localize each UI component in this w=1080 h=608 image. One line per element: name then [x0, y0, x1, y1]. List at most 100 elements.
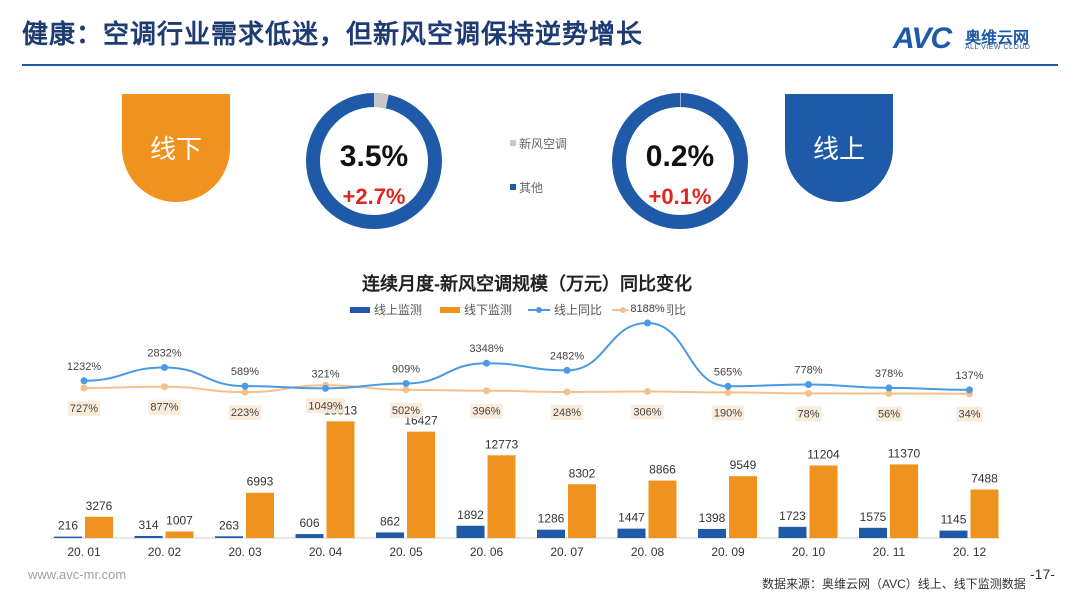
- offline-yoy-line: [83, 384, 970, 395]
- online-yoy-line: [83, 321, 970, 391]
- offline-donut: [306, 93, 442, 229]
- offline-yoy-label-11: 56%: [878, 409, 900, 421]
- bar-online-label-4: 606: [299, 516, 319, 530]
- online-yoy-label-12: 137%: [955, 370, 983, 382]
- legend-fresh-air: 新风空调: [519, 136, 567, 151]
- online-yoy-point-5: [402, 379, 410, 387]
- bar-offline-label-7: 8302: [569, 466, 596, 480]
- offline-yoy-point-10: [805, 389, 812, 397]
- bar-offline-label-8: 8866: [649, 463, 676, 477]
- offline-yoy-label-9: 190%: [714, 407, 742, 419]
- online-yoy-label-8: 8188%: [630, 303, 664, 315]
- offline-yoy-label-bg-2: [148, 399, 181, 415]
- legend-swatch-online-bar: [350, 307, 370, 313]
- offline-yoy-label-7: 248%: [553, 407, 581, 419]
- offline-yoy-point-9: [724, 388, 732, 396]
- online-share: 0.2%: [646, 140, 714, 173]
- bar-online-5: [376, 532, 404, 538]
- logo-name-cn: 奥维云网: [965, 30, 1030, 47]
- online-yoy-label-bg-11: [872, 365, 906, 381]
- bar-offline-3: [246, 492, 274, 538]
- online-yoy-point-4: [322, 384, 329, 392]
- bar-online-7: [537, 529, 565, 538]
- x-tick-6: 20. 06: [470, 545, 504, 559]
- offline-yoy-label-bg-7: [550, 404, 584, 420]
- offline-yoy-point-7: [563, 388, 571, 396]
- offline-yoy-point-3: [241, 388, 249, 396]
- bar-online-10: [778, 526, 807, 538]
- offline-yoy-label-bg-6: [470, 403, 503, 419]
- x-tick-4: 20. 04: [309, 545, 343, 559]
- online-badge: [785, 94, 893, 202]
- bar-offline-1: [85, 516, 113, 538]
- bar-offline-label-10: 11204: [807, 447, 840, 461]
- bar-online-3: [215, 536, 243, 538]
- legend-swatch-offline-bar: [440, 307, 460, 313]
- bar-offline-label-1: 3276: [86, 499, 113, 513]
- x-tick-1: 20. 01: [67, 545, 101, 559]
- legend-online-bar: 线上监测: [374, 303, 422, 317]
- online-yoy-point-8: [644, 319, 651, 327]
- bar-online-label-3: 263: [219, 518, 239, 532]
- offline-badge-label: 线下: [150, 134, 202, 164]
- bar-offline-2: [165, 531, 194, 538]
- offline-yoy-label-bg-12: [956, 406, 983, 422]
- offline-yoy-label-bg-9: [711, 405, 745, 421]
- online-yoy-label-5: 909%: [392, 363, 420, 375]
- offline-yoy-point-8: [644, 387, 651, 395]
- legend-online-line: 线上同比: [554, 303, 602, 317]
- x-tick-3: 20. 03: [228, 545, 262, 559]
- online-yoy-label-2: 2832%: [147, 347, 181, 359]
- bar-online-8: [617, 528, 646, 538]
- offline-yoy-label-bg-11: [876, 406, 902, 422]
- offline-yoy-label-3: 223%: [231, 407, 259, 419]
- bar-online-11: [859, 527, 887, 538]
- bar-offline-label-12: 7488: [971, 472, 998, 486]
- page-title: 健康：空调行业需求低迷，但新风空调保持逆势增长: [22, 19, 644, 49]
- logo-mark: AVC: [893, 22, 952, 55]
- bar-online-2: [134, 535, 163, 538]
- offline-yoy-point-5: [402, 386, 410, 394]
- x-tick-7: 20. 07: [550, 545, 584, 559]
- online-yoy-label-bg-4: [309, 366, 342, 382]
- online-yoy-label-9: 565%: [714, 366, 742, 378]
- offline-yoy-label-4: 1049%: [308, 400, 342, 412]
- share-donuts: 线下 线上 3.5% +2.7% 0.2% +0.1% 新风空调 其他: [122, 92, 893, 229]
- offline-yoy-point-6: [483, 387, 490, 395]
- bar-offline-label-11: 11370: [888, 446, 921, 460]
- avc-logo: AVC 奥维云网 ALL VIEW CLOUD: [893, 22, 1030, 56]
- online-yoy-point-10: [805, 381, 812, 389]
- bar-offline-label-6: 12773: [485, 437, 519, 451]
- x-tick-11: 20. 11: [873, 545, 906, 559]
- legend-dot-online-line: [536, 307, 542, 313]
- legend-swatch-other: [510, 184, 516, 190]
- legend-swatch-fresh-air: [510, 140, 516, 146]
- online-yoy-label-bg-6: [467, 341, 506, 357]
- page-number: -17-: [1030, 566, 1055, 582]
- offline-yoy-point-1: [80, 384, 88, 392]
- offline-yoy-label-10: 78%: [797, 408, 819, 420]
- online-yoy-point-7: [563, 366, 571, 374]
- bar-offline-label-2: 1007: [166, 513, 193, 527]
- bar-offline-8: [648, 480, 677, 538]
- bar-offline-7: [568, 484, 596, 538]
- x-tick-8: 20. 08: [631, 545, 665, 559]
- bar-offline-9: [729, 476, 757, 538]
- bar-offline-4: [326, 421, 355, 538]
- online-change: +0.1%: [649, 184, 712, 209]
- offline-yoy-label-bg-1: [67, 400, 101, 416]
- online-yoy-label-bg-1: [64, 358, 104, 374]
- online-yoy-point-2: [161, 363, 168, 371]
- offline-yoy-label-6: 396%: [472, 406, 500, 418]
- bar-online-label-5: 862: [380, 514, 400, 528]
- monthly-chart: 连续月度-新风空调规模（万元）同比变化 线上监测 线下监测 线上同比 线下同比 …: [50, 273, 1000, 559]
- online-yoy-point-3: [241, 382, 249, 390]
- title-divider: [22, 64, 1058, 66]
- offline-yoy-label-2: 877%: [150, 402, 178, 414]
- online-yoy-label-bg-8: [628, 301, 667, 316]
- bar-online-label-12: 1145: [941, 513, 967, 527]
- legend-offline-bar: 线下监测: [464, 303, 512, 317]
- online-yoy-label-10: 778%: [794, 365, 822, 377]
- bar-online-12: [939, 530, 968, 538]
- online-donut: [612, 92, 748, 229]
